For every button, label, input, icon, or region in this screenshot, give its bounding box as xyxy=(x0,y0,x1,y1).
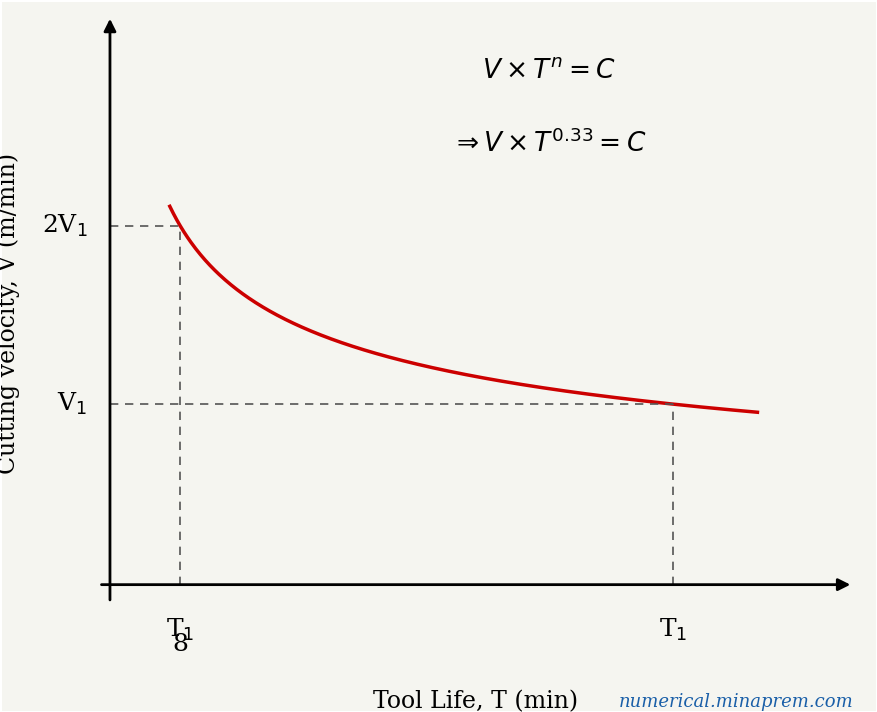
Text: numerical.minaprem.com: numerical.minaprem.com xyxy=(618,693,853,711)
Text: V$_1$: V$_1$ xyxy=(57,391,88,417)
Text: 8: 8 xyxy=(173,634,189,656)
Text: 2V$_1$: 2V$_1$ xyxy=(42,213,88,239)
Text: Cutting velocity, V (m/min): Cutting velocity, V (m/min) xyxy=(0,153,20,474)
Text: $\Rightarrow V \times T^{0.33} =  C$: $\Rightarrow V \times T^{0.33} = C$ xyxy=(452,128,647,157)
Text: Tool Life, T (min): Tool Life, T (min) xyxy=(374,691,579,712)
Text: $V \times T^n =  C$: $V \times T^n = C$ xyxy=(482,58,616,83)
Text: T$_1$: T$_1$ xyxy=(659,617,688,644)
Text: T$_1$: T$_1$ xyxy=(166,617,195,644)
